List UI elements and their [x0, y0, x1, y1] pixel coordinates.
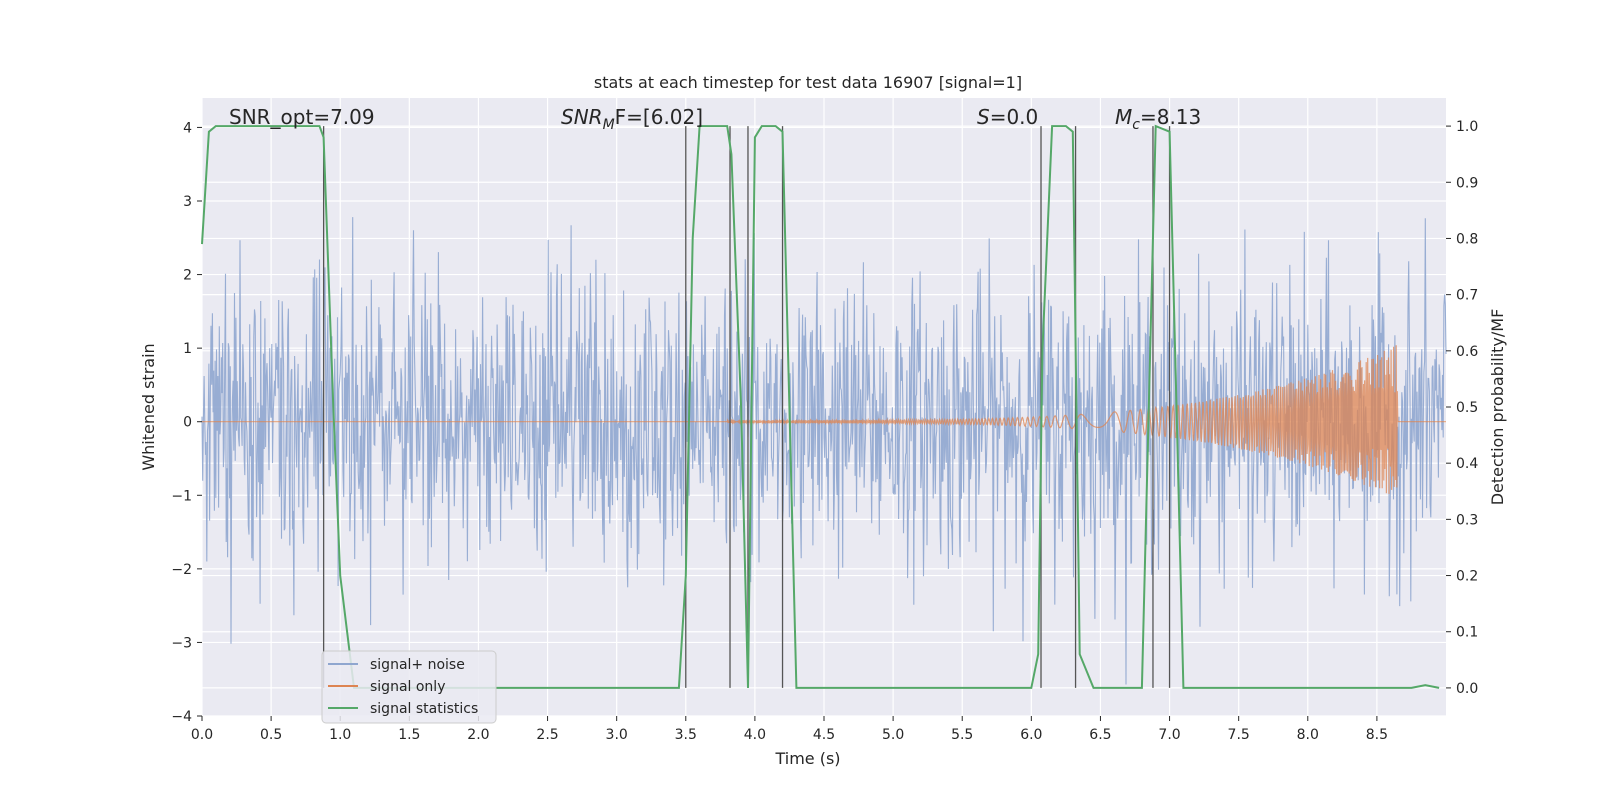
y-right-tick-label: 0.0	[1456, 681, 1478, 697]
y-right-tick-label: 0.5	[1456, 400, 1478, 416]
y-ticks-right: 1.0 0.9 0.8 0.7 0.6 0.5 0.4 0.3 0.2 0.1 0.0	[1446, 119, 1478, 697]
signal-statistics-series	[201, 124, 1440, 689]
annotation-snr-opt: SNR_opt=7.09	[229, 105, 375, 129]
x-tick-label: 0.5	[260, 727, 282, 743]
y-left-tick-label: −2	[171, 562, 192, 578]
x-tick-label: 1.0	[329, 727, 351, 743]
legend-label-signal: signal only	[370, 679, 445, 695]
y-right-tick-label: 0.9	[1456, 175, 1478, 191]
x-axis-label: Time (s)	[774, 749, 840, 768]
x-tick-label: 4.0	[744, 727, 766, 743]
x-tick-label: 6.5	[1089, 727, 1111, 743]
y-right-tick-label: 0.1	[1456, 625, 1478, 641]
x-tick-label: 3.0	[606, 727, 628, 743]
signal-noise-series	[201, 217, 1447, 685]
x-tick-label: 8.0	[1297, 727, 1319, 743]
y-axis-label-right: Detection probability/MF	[1488, 309, 1507, 506]
y-right-tick-label: 0.7	[1456, 288, 1478, 304]
legend-label-stats: signal statistics	[370, 701, 478, 717]
legend-label-noise: signal+ noise	[370, 657, 465, 673]
x-tick-label: 1.5	[398, 727, 420, 743]
annotation-s: S=0.0	[977, 105, 1038, 129]
x-tick-label: 0.0	[191, 727, 213, 743]
x-tick-label: 5.5	[951, 727, 973, 743]
y-left-tick-label: 0	[183, 415, 192, 431]
y-left-tick-label: 2	[183, 268, 192, 284]
noise-line	[201, 217, 1447, 685]
y-right-tick-label: 0.6	[1456, 344, 1478, 360]
y-left-tick-label: −4	[171, 709, 192, 725]
x-tick-label: 7.5	[1228, 727, 1250, 743]
signal-only-line	[202, 345, 1446, 494]
x-tick-label: 2.0	[467, 727, 489, 743]
y-left-tick-label: −3	[171, 635, 192, 651]
y-left-tick-label: −1	[171, 488, 192, 504]
y-right-tick-label: 0.2	[1456, 569, 1478, 585]
y-left-tick-label: 4	[183, 120, 192, 136]
y-right-tick-label: 0.4	[1456, 456, 1478, 472]
y-right-tick-label: 1.0	[1456, 119, 1478, 135]
y-ticks-left: 4 3 2 1 0 −1 −2 −3 −4	[171, 120, 202, 725]
legend: signal+ noise signal only signal statist…	[321, 650, 497, 724]
signal-only-series	[202, 345, 1446, 494]
x-tick-label: 2.5	[536, 727, 558, 743]
legend-box	[321, 650, 497, 724]
x-tick-label: 4.5	[813, 727, 835, 743]
x-tick-label: 6.0	[1020, 727, 1042, 743]
chart-title: stats at each timestep for test data 169…	[594, 73, 1022, 92]
y-left-tick-label: 3	[183, 194, 192, 210]
annotation-mc: Mc=8.13	[1115, 105, 1201, 133]
annotation-snr-mf: SNRMF=[6.02]	[561, 105, 703, 133]
y-left-tick-label: 1	[183, 341, 192, 357]
x-ticks: 0.0 0.5 1.0 1.5 2.0 2.5 3.0 3.5 4.0 4.5 5.0 5.5 6.0 6…	[191, 716, 1388, 743]
y-axis-label-left: Whitened strain	[139, 343, 158, 470]
y-right-tick-label: 0.3	[1456, 512, 1478, 528]
y-right-tick-label: 0.8	[1456, 231, 1478, 247]
signal-statistics-line	[201, 124, 1440, 689]
x-tick-label: 5.0	[882, 727, 904, 743]
x-tick-label: 8.5	[1366, 727, 1388, 743]
x-tick-label: 3.5	[675, 727, 697, 743]
x-tick-label: 7.0	[1158, 727, 1180, 743]
